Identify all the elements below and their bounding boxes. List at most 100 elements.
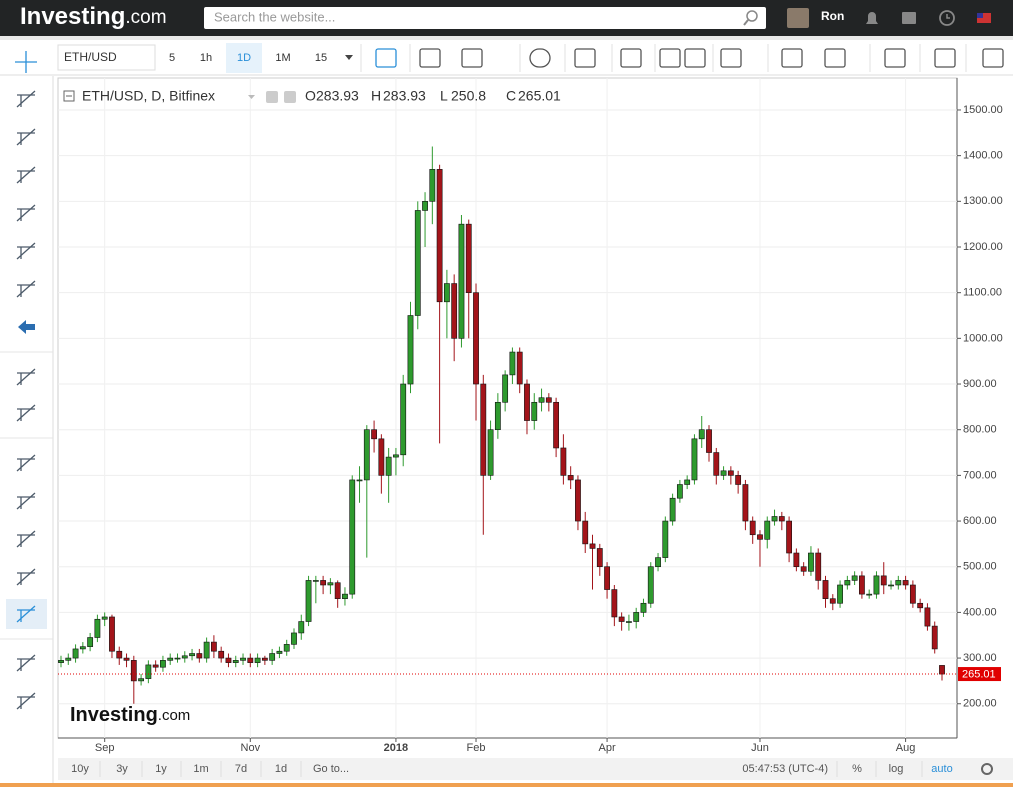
candle-body xyxy=(888,584,894,587)
candle-body xyxy=(414,210,421,316)
tool-icon[interactable] xyxy=(16,692,36,710)
symbol-input[interactable]: ETH/USD xyxy=(64,50,117,64)
candle-body xyxy=(65,657,72,661)
candle-body xyxy=(560,447,567,476)
indicators-button[interactable] xyxy=(461,48,483,68)
candle-body xyxy=(196,653,203,659)
candle-body xyxy=(58,660,64,663)
compare-button[interactable] xyxy=(574,48,596,68)
redo-button[interactable] xyxy=(684,48,706,68)
range-button[interactable]: 7d xyxy=(235,763,247,775)
candle-body xyxy=(429,169,436,202)
candle-body xyxy=(451,283,458,339)
candle-body xyxy=(458,223,465,339)
candle-body xyxy=(582,520,589,545)
x-tick-label: Sep xyxy=(95,742,115,754)
legend-icon[interactable] xyxy=(266,91,278,103)
search-icon[interactable] xyxy=(743,19,749,26)
candle-body xyxy=(837,584,843,604)
logo-suffix[interactable]: .com xyxy=(125,7,166,28)
range-button[interactable]: 3y xyxy=(116,763,128,775)
toolbar xyxy=(0,40,1013,75)
fullscreen-button[interactable] xyxy=(982,48,1004,68)
tool-back-arrow[interactable] xyxy=(18,320,35,334)
undo-button[interactable] xyxy=(659,48,681,68)
tool-icon[interactable] xyxy=(16,166,36,184)
candle-body xyxy=(363,429,370,481)
symbol-box[interactable] xyxy=(57,44,156,71)
candle-body xyxy=(509,351,516,376)
scales-button[interactable] xyxy=(620,48,642,68)
logo-main[interactable]: Investing xyxy=(20,3,125,30)
search-icon[interactable] xyxy=(746,10,758,22)
flag-icon[interactable] xyxy=(977,13,991,23)
range-button[interactable]: 1d xyxy=(275,763,287,775)
tool-icon[interactable] xyxy=(16,404,36,422)
line-style-button[interactable] xyxy=(419,48,441,68)
interval-button[interactable]: 15 xyxy=(315,52,327,64)
goto-button[interactable]: Go to... xyxy=(313,763,349,775)
logo[interactable]: Investing.com xyxy=(20,3,167,30)
tool-icon[interactable] xyxy=(16,280,36,298)
candle-body xyxy=(727,470,734,476)
tool-icon[interactable] xyxy=(16,454,36,472)
candle-body xyxy=(815,552,822,581)
interval-dropdown[interactable] xyxy=(345,55,353,60)
tool-icon[interactable] xyxy=(16,204,36,222)
load-button[interactable] xyxy=(884,48,906,68)
legend-collapse[interactable] xyxy=(63,90,75,102)
scale-option[interactable]: log xyxy=(889,763,904,775)
avatar[interactable] xyxy=(787,8,809,28)
legend-icon[interactable] xyxy=(284,91,296,103)
tool-icon[interactable] xyxy=(16,90,36,108)
search-box[interactable] xyxy=(204,7,766,29)
save-button[interactable] xyxy=(934,48,956,68)
tool-icon[interactable] xyxy=(16,368,36,386)
candle-body xyxy=(553,401,560,449)
user-name[interactable]: Ron xyxy=(821,9,844,23)
range-button[interactable]: 10y xyxy=(71,763,89,775)
range-button[interactable]: 1m xyxy=(193,763,208,775)
left-toolbar xyxy=(0,76,53,787)
bell-icon[interactable] xyxy=(866,12,878,24)
scale-option[interactable]: auto xyxy=(931,763,952,775)
x-tick-label: Feb xyxy=(467,742,486,754)
candle-body xyxy=(276,650,283,654)
interval-button[interactable]: 1M xyxy=(275,52,290,64)
range-button[interactable]: 1y xyxy=(155,763,167,775)
candle-style-button[interactable] xyxy=(375,48,397,68)
candle-body xyxy=(393,454,399,458)
tool-icon[interactable] xyxy=(16,128,36,146)
plot-area xyxy=(57,77,958,739)
interval-button[interactable]: 1h xyxy=(200,52,212,64)
legend-dropdown[interactable] xyxy=(248,95,255,99)
candle-body xyxy=(538,397,545,403)
tool-icon[interactable] xyxy=(16,654,36,672)
y-tick-label: 1400.00 xyxy=(963,150,1003,162)
candle-body xyxy=(160,660,166,668)
tool-icon[interactable] xyxy=(16,605,36,623)
clock-icon[interactable] xyxy=(939,10,955,26)
candle-body xyxy=(211,641,217,652)
color-box-button[interactable] xyxy=(824,48,846,68)
snapshot-button[interactable] xyxy=(781,48,803,68)
alert-button[interactable] xyxy=(720,48,742,68)
x-tick-label: 2018 xyxy=(384,742,408,754)
tool-icon[interactable] xyxy=(16,242,36,260)
y-tick-label: 300.00 xyxy=(963,652,997,664)
tool-icon[interactable] xyxy=(16,530,36,548)
candle-body xyxy=(422,201,428,211)
portfolio-icon[interactable] xyxy=(902,12,916,24)
settings-button[interactable] xyxy=(529,48,551,68)
legend-symbol: ETH/USD, D, Bitfinex xyxy=(82,88,215,104)
interval-button[interactable]: 1D xyxy=(237,52,251,64)
candle-body xyxy=(618,616,625,622)
tool-icon[interactable] xyxy=(16,492,36,510)
candle-body xyxy=(240,657,246,661)
scale-option[interactable]: % xyxy=(852,763,862,775)
tool-icon[interactable] xyxy=(16,568,36,586)
interval-button[interactable]: 5 xyxy=(169,52,175,64)
candle-body xyxy=(327,582,334,586)
search-placeholder[interactable]: Search the website... xyxy=(214,9,335,24)
footer-settings[interactable] xyxy=(981,763,993,775)
